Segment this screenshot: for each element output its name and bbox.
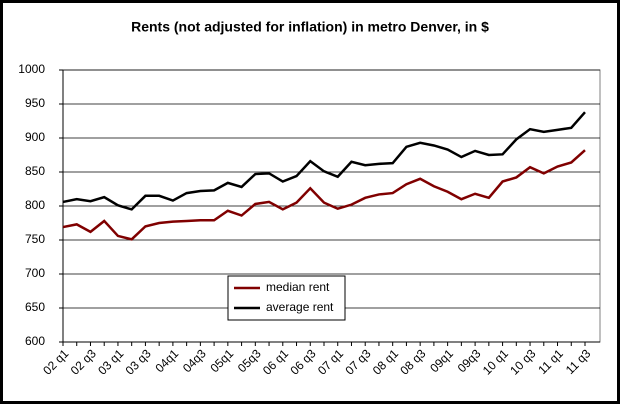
y-tick-label: 650 [25, 300, 45, 314]
series-line [62, 111, 586, 211]
legend-box [227, 275, 346, 321]
y-tick-label: 850 [25, 164, 45, 178]
y-tick-label: 950 [25, 96, 45, 110]
legend-label: average rent [266, 300, 334, 314]
y-tick-label: 800 [25, 198, 45, 212]
y-tick-label: 700 [25, 266, 45, 280]
y-tick-label: 900 [25, 130, 45, 144]
series-line [62, 149, 586, 241]
y-tick-label: 600 [25, 334, 45, 348]
y-tick-label: 1000 [18, 62, 45, 76]
chart-title: Rents (not adjusted for inflation) in me… [131, 19, 489, 35]
legend-label: median rent [266, 280, 330, 294]
y-tick-label: 750 [25, 232, 45, 246]
